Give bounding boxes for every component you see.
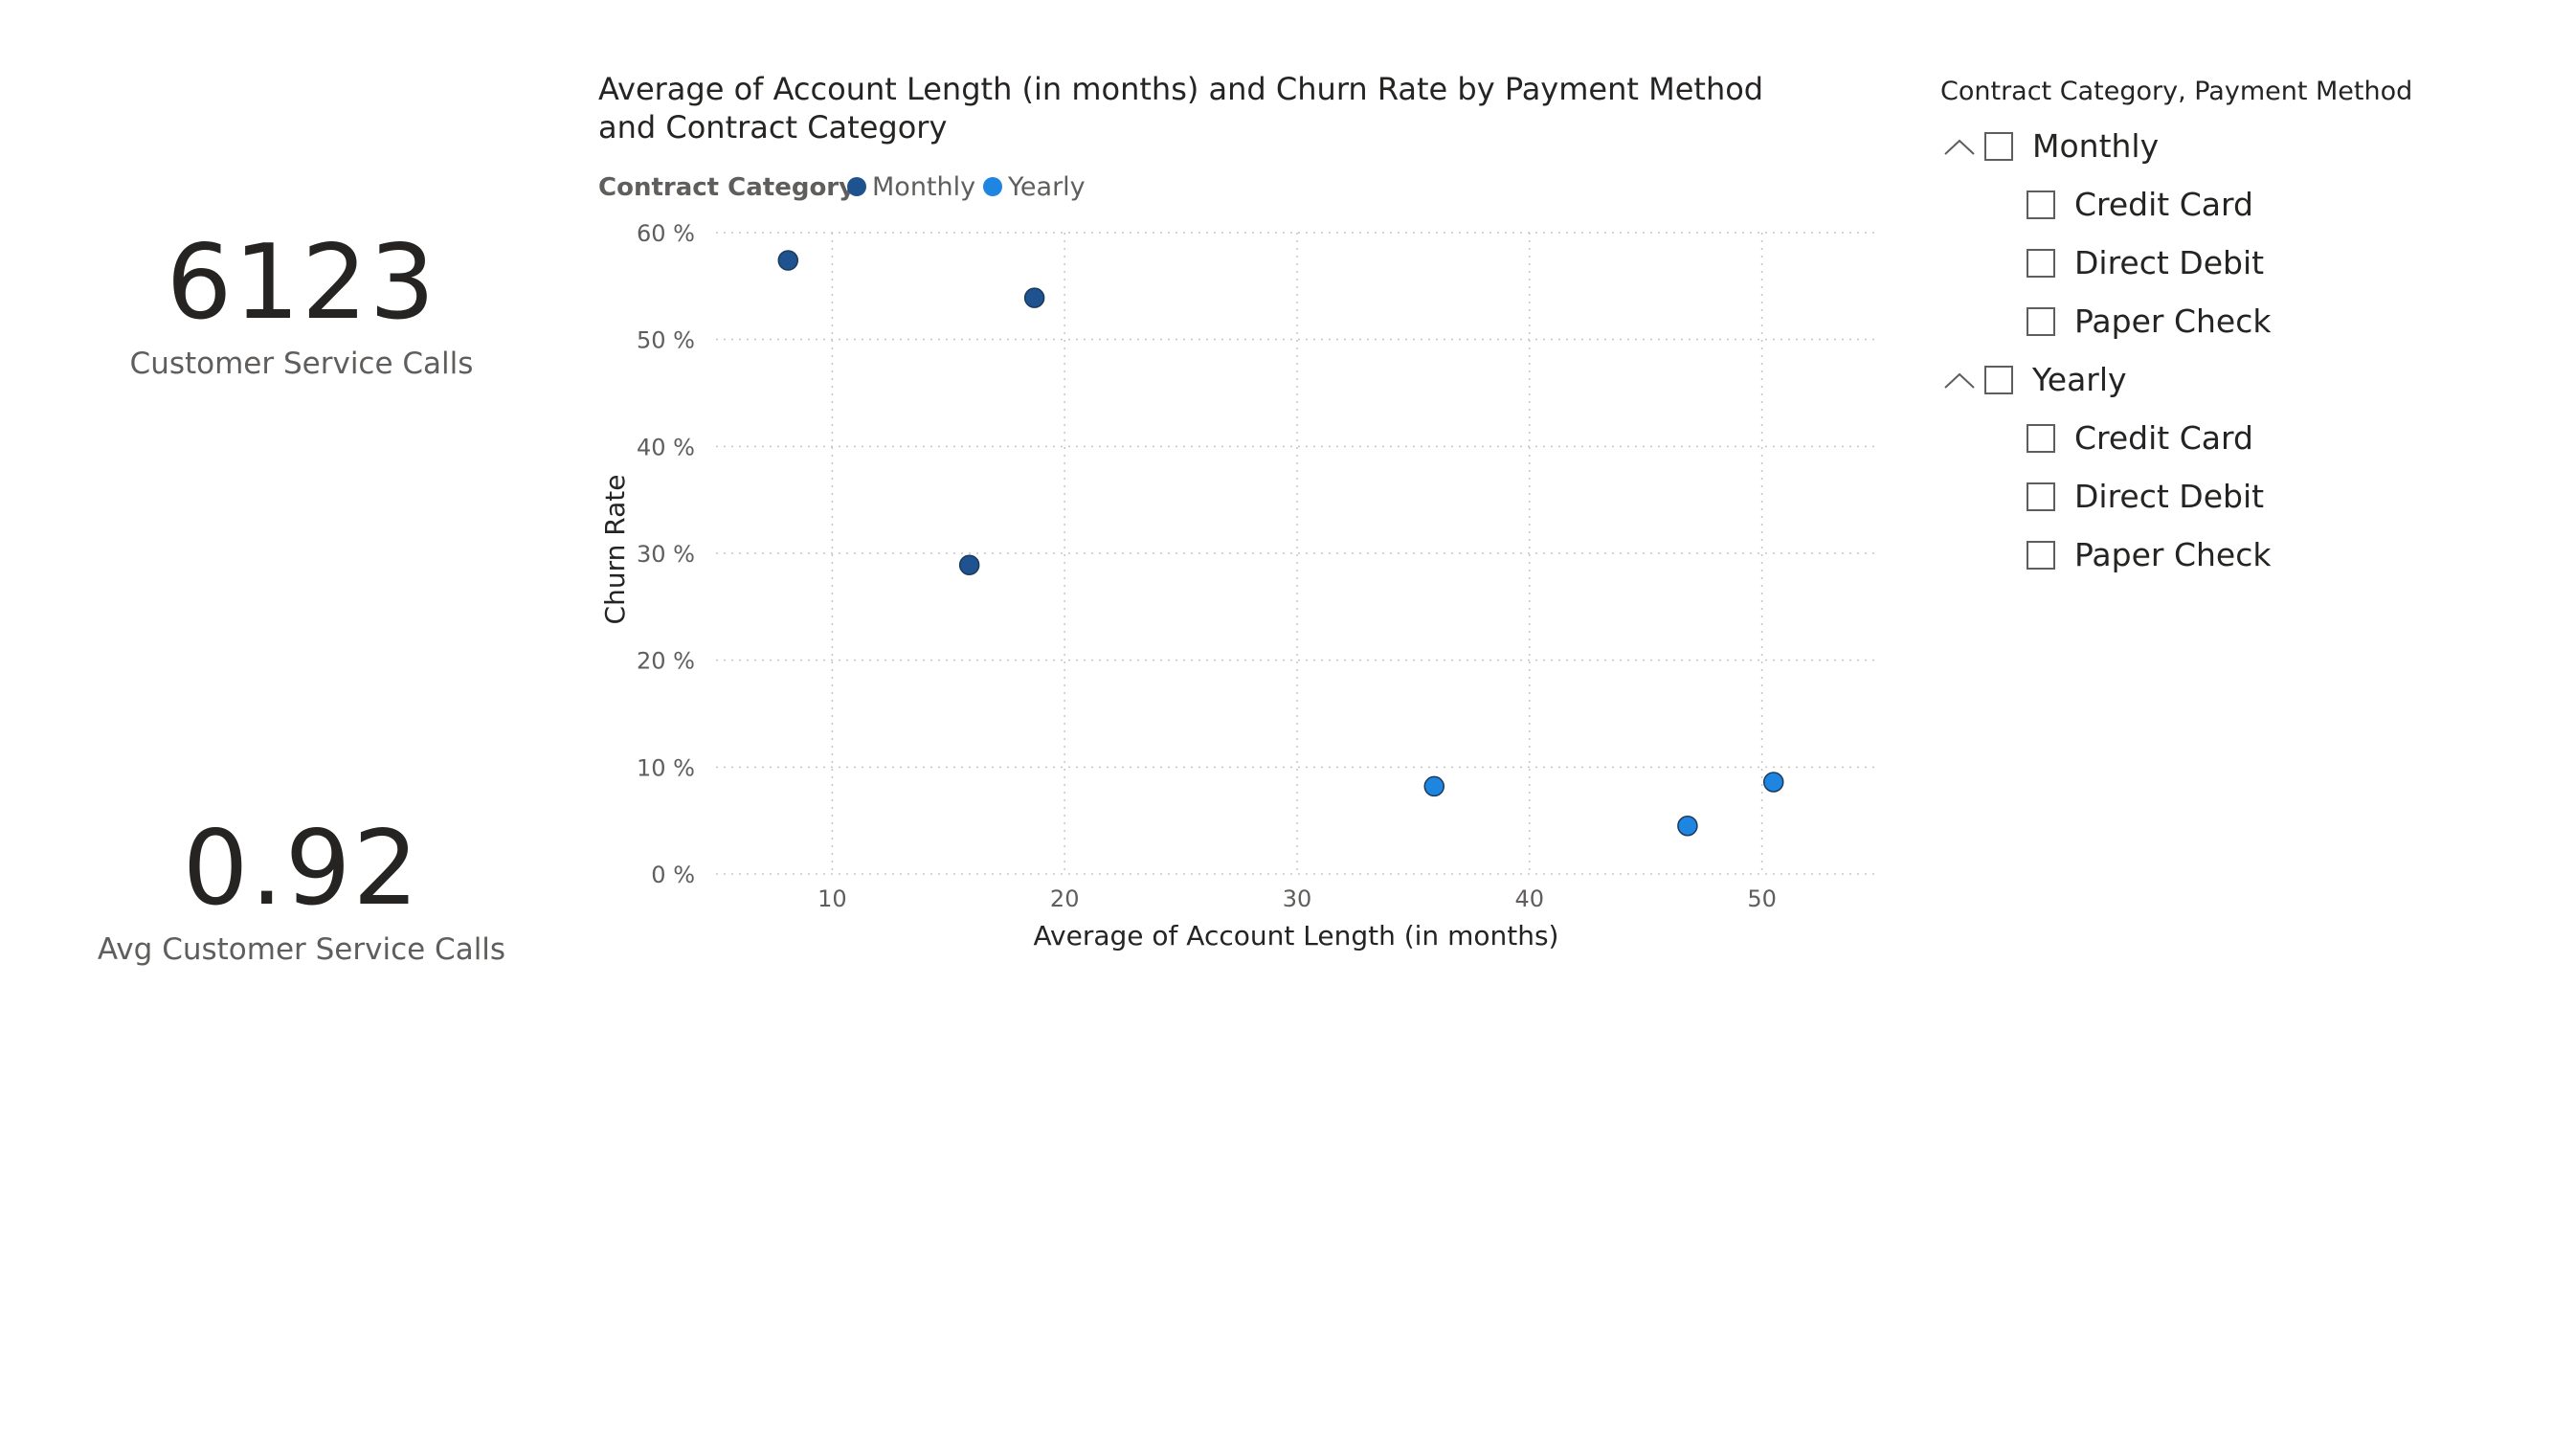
x-tick-label: 50 — [1747, 885, 1777, 912]
chevron-up-icon[interactable] — [1940, 127, 1979, 166]
chevron-up-icon[interactable] — [1940, 361, 1979, 399]
slicer-item-label: Direct Debit — [2074, 244, 2265, 281]
chart-title-line2: and Contract Category — [598, 109, 947, 146]
x-tick-label: 20 — [1050, 885, 1080, 912]
legend-title: Contract Category — [598, 173, 855, 202]
kpi-value: 6123 — [166, 223, 437, 343]
chart-title: Average of Account Length (in months) an… — [598, 71, 1763, 107]
y-tick-label: 60 % — [637, 220, 695, 247]
data-point-yearly[interactable] — [1762, 772, 1784, 793]
slicer-item-label: Paper Check — [2074, 536, 2272, 573]
data-point-yearly[interactable] — [1423, 775, 1445, 797]
data-point-monthly[interactable] — [1023, 287, 1045, 308]
slicer-item-paper-check[interactable]: Paper Check — [1940, 292, 2534, 350]
y-tick-label: 30 % — [637, 541, 695, 568]
slicer-item-label: Direct Debit — [2074, 478, 2265, 515]
data-point-monthly[interactable] — [958, 554, 980, 576]
y-axis-title: Churn Rate — [599, 475, 631, 625]
kpi-value: 0.92 — [182, 809, 421, 929]
kpi-label: Avg Customer Service Calls — [97, 932, 506, 967]
checkbox[interactable] — [1984, 131, 2013, 161]
legend-marker-monthly — [847, 177, 866, 196]
checkbox[interactable] — [2027, 482, 2055, 511]
x-tick-label: 10 — [817, 885, 847, 912]
x-tick-label: 40 — [1515, 885, 1545, 912]
slicer-item-label: Yearly — [2032, 361, 2127, 398]
checkbox[interactable] — [2027, 423, 2055, 453]
x-tick-label: 30 — [1283, 885, 1312, 912]
data-point-yearly[interactable] — [1677, 816, 1698, 837]
kpi-card-customer-service-calls: 6123 Customer Service Calls — [0, 226, 603, 383]
kpi-card-avg-customer-service-calls: 0.92 Avg Customer Service Calls — [0, 812, 603, 969]
slicer-item-paper-check[interactable]: Paper Check — [1940, 526, 2534, 584]
slicer-list: Monthly Credit Card Direct Debit Paper Chec… — [1940, 117, 2534, 584]
slicer-item-direct-debit[interactable]: Direct Debit — [1940, 234, 2534, 292]
x-axis-title: Average of Account Length (in months) — [1034, 920, 1559, 952]
y-tick-label: 50 % — [637, 327, 695, 354]
checkbox[interactable] — [2027, 190, 2055, 219]
legend-label-yearly[interactable]: Yearly — [1007, 172, 1086, 202]
slicer-item-label: Credit Card — [2074, 419, 2253, 457]
checkbox[interactable] — [1984, 365, 2013, 394]
checkbox[interactable] — [2027, 248, 2055, 278]
y-tick-label: 10 % — [637, 754, 695, 781]
slicer-contract-payment: Contract Category, Payment Method Monthl… — [1940, 75, 2534, 584]
slicer-item-label: Paper Check — [2074, 302, 2272, 340]
checkbox[interactable] — [2027, 540, 2055, 570]
slicer-item-credit-card[interactable]: Credit Card — [1940, 409, 2534, 467]
slicer-item-label: Monthly — [2032, 127, 2160, 165]
slicer-item-credit-card[interactable]: Credit Card — [1940, 175, 2534, 234]
slicer-group-yearly[interactable]: Yearly — [1940, 350, 2534, 409]
y-tick-label: 40 % — [637, 434, 695, 460]
scatter-chart[interactable]: Average of Account Length (in months) an… — [574, 57, 1895, 976]
y-tick-label: 20 % — [637, 648, 695, 675]
data-point-monthly[interactable] — [777, 250, 799, 271]
slicer-group-monthly[interactable]: Monthly — [1940, 117, 2534, 175]
legend-label-monthly[interactable]: Monthly — [872, 172, 975, 202]
legend-marker-yearly — [983, 177, 1002, 196]
checkbox[interactable] — [2027, 306, 2055, 336]
y-tick-label: 0 % — [651, 862, 695, 888]
slicer-item-label: Credit Card — [2074, 186, 2253, 223]
slicer-item-direct-debit[interactable]: Direct Debit — [1940, 467, 2534, 526]
kpi-label: Customer Service Calls — [129, 347, 474, 381]
slicer-title: Contract Category, Payment Method — [1940, 77, 2413, 106]
